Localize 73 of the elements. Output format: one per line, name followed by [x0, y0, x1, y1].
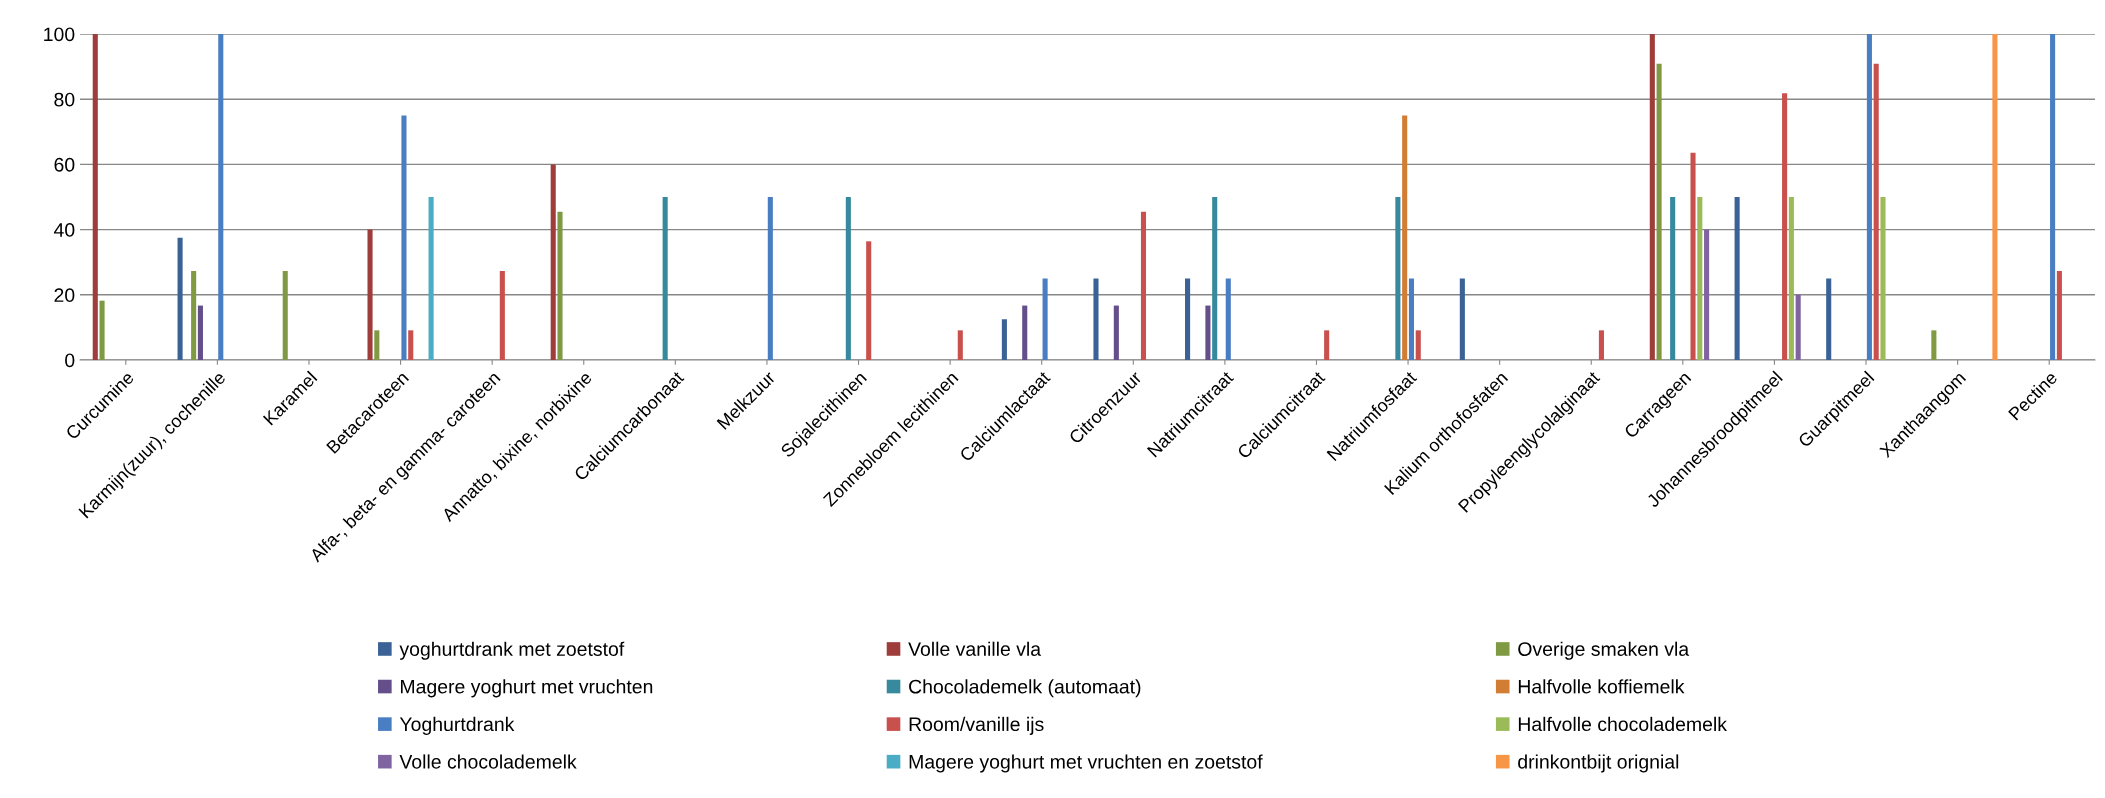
bar	[374, 330, 380, 360]
bar	[1826, 278, 1832, 360]
legend-label: Room/vanille ijs	[909, 716, 1044, 735]
bar	[1042, 278, 1048, 360]
bar	[499, 271, 505, 360]
bar	[1931, 330, 1937, 360]
y-tick-label: 40	[53, 223, 75, 237]
bar	[1788, 197, 1794, 360]
bar	[1022, 305, 1028, 360]
bar	[1408, 278, 1414, 360]
bar	[367, 229, 373, 360]
bar	[767, 197, 773, 360]
bar	[866, 241, 872, 360]
legend-label: Yoghurtdrank	[399, 716, 515, 735]
bar	[1656, 63, 1662, 360]
bar	[1324, 330, 1330, 360]
bar	[1001, 319, 1007, 360]
bar	[1690, 152, 1696, 360]
bar	[662, 197, 668, 360]
bar	[92, 34, 98, 360]
bar	[1649, 34, 1655, 360]
bar	[1212, 197, 1218, 360]
bar	[2050, 34, 2056, 360]
bar	[957, 330, 963, 360]
bar	[845, 197, 851, 360]
bar	[1225, 278, 1231, 360]
bar	[1459, 278, 1465, 360]
bar	[218, 34, 224, 360]
bar	[1185, 278, 1191, 360]
bar	[177, 237, 183, 360]
bar	[1598, 330, 1604, 360]
bar	[1415, 330, 1421, 360]
legend-label: yoghurtdrank met zoetstof	[399, 641, 625, 660]
bar	[99, 300, 105, 360]
bar	[282, 271, 288, 360]
bar	[1395, 197, 1401, 360]
y-tick-label: 60	[54, 157, 75, 172]
bar	[557, 211, 563, 360]
bar	[1734, 197, 1740, 360]
bar	[2056, 271, 2062, 360]
bar	[428, 197, 434, 360]
y-tick-label: 0	[65, 353, 75, 368]
bar	[191, 271, 197, 360]
bar	[1093, 278, 1099, 360]
bar	[1873, 63, 1879, 360]
bar	[1205, 305, 1211, 360]
legend-label: Magere yoghurt met vruchten en zoetstof	[909, 754, 1263, 773]
bar	[1697, 197, 1703, 360]
bar	[1113, 305, 1119, 360]
legend-label: Chocolademelk (automaat)	[909, 679, 1141, 698]
legend-label: Halfvolle chocolademelk	[1518, 716, 1728, 732]
y-tick-label: 80	[54, 92, 75, 107]
y-tick-label: 100	[44, 27, 75, 42]
legend-label: Volle vanille vla	[908, 641, 1042, 656]
bar	[1670, 197, 1676, 360]
bar	[401, 115, 407, 360]
legend-label: Halfvolle koffiemelk	[1518, 679, 1685, 694]
bar	[1704, 229, 1710, 360]
bar	[408, 330, 414, 360]
bar	[1992, 34, 1998, 360]
bar	[1880, 197, 1886, 360]
bar	[1140, 211, 1147, 360]
legend-label: Volle chocolademelk	[399, 754, 577, 769]
legend-label: drinkontbijt orignial	[1518, 754, 1679, 773]
bar	[197, 305, 203, 360]
bar	[550, 164, 556, 360]
legend-label: Overige smaken vla	[1518, 641, 1690, 660]
bar	[1795, 294, 1801, 360]
y-tick-label: 20	[54, 288, 75, 303]
bar	[1866, 34, 1872, 360]
bar	[1782, 93, 1788, 360]
bar	[1402, 115, 1408, 360]
legend-label: Magere yoghurt met vruchten	[401, 679, 653, 698]
